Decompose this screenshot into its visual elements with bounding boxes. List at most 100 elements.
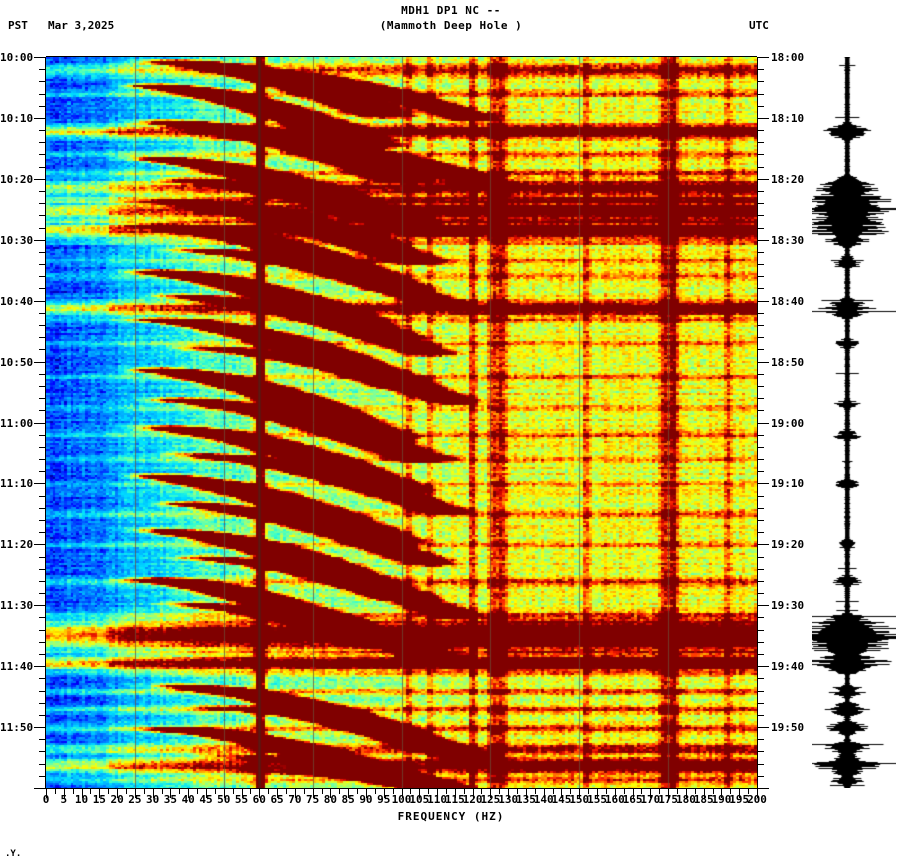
y-axis-minor-tick-right <box>757 520 764 521</box>
x-axis-major-tick <box>544 789 545 798</box>
left-timezone-label: PST <box>8 19 28 32</box>
x-axis-major-tick <box>419 789 420 798</box>
y-axis-minor-tick-right <box>757 386 764 387</box>
y-axis-minor-tick-left <box>39 154 46 155</box>
y-axis-label-utc-5: 18:50 <box>771 356 805 369</box>
x-axis-major-tick <box>313 789 314 798</box>
y-axis-major-tick-left <box>34 240 46 241</box>
y-axis-minor-tick-right <box>757 691 764 692</box>
x-axis-major-tick <box>508 789 509 798</box>
y-axis-minor-tick-left <box>39 410 46 411</box>
y-axis-minor-tick-left <box>39 764 46 765</box>
y-axis-label-pst-8: 11:20 <box>0 538 34 551</box>
y-axis-major-tick-left <box>34 727 46 728</box>
y-axis-major-tick-left <box>34 179 46 180</box>
y-axis-major-tick-right <box>757 544 769 545</box>
corner-artifact-mark: .Y. <box>5 849 22 859</box>
x-axis-major-tick <box>490 789 491 798</box>
y-axis-label-utc-0: 18:00 <box>771 51 805 64</box>
x-axis-label-65: 65 <box>270 793 284 806</box>
y-axis-minor-tick-right <box>757 69 764 70</box>
y-axis-minor-tick-right <box>757 764 764 765</box>
y-axis-label-utc-8: 19:20 <box>771 538 805 551</box>
x-axis-label-115: 115 <box>444 793 465 806</box>
y-axis-minor-tick-left <box>39 447 46 448</box>
y-axis-major-tick-left <box>34 362 46 363</box>
y-axis-minor-tick-left <box>39 349 46 350</box>
x-axis-title: FREQUENCY (HZ) <box>397 810 505 823</box>
y-axis-major-tick-right <box>757 788 769 789</box>
y-axis-minor-tick-right <box>757 106 764 107</box>
y-axis-minor-tick-left <box>39 398 46 399</box>
x-axis-minor-tick <box>215 789 216 794</box>
x-axis-label-35: 35 <box>163 793 178 806</box>
y-axis-minor-tick-right <box>757 447 764 448</box>
x-axis-major-tick <box>188 789 189 798</box>
x-axis-label-85: 85 <box>341 793 355 806</box>
y-axis-minor-tick-right <box>757 228 764 229</box>
y-axis-minor-tick-left <box>39 471 46 472</box>
y-axis-label-pst-1: 10:10 <box>0 112 34 125</box>
y-axis-label-utc-6: 19:00 <box>771 417 805 430</box>
x-axis-label-80: 80 <box>323 793 338 806</box>
y-axis-minor-tick-left <box>39 617 46 618</box>
x-axis-major-tick <box>633 789 634 798</box>
x-axis-label-155: 155 <box>587 793 607 806</box>
y-axis-major-tick-right <box>757 240 769 241</box>
y-axis-minor-tick-left <box>39 508 46 509</box>
y-axis-minor-tick-right <box>757 252 764 253</box>
x-axis-label-60: 60 <box>252 793 266 806</box>
y-axis-minor-tick-right <box>757 678 764 679</box>
x-axis-minor-tick <box>428 789 429 794</box>
y-axis-minor-tick-left <box>39 252 46 253</box>
y-axis-minor-tick-left <box>39 739 46 740</box>
y-axis-minor-tick-left <box>39 557 46 558</box>
x-axis-major-tick <box>99 789 100 798</box>
y-axis-major-tick-left <box>34 788 46 789</box>
plot-border-top <box>46 56 757 57</box>
spectrogram-canvas <box>46 57 757 788</box>
x-axis-major-tick <box>242 789 243 798</box>
y-axis-major-tick-left <box>34 544 46 545</box>
y-axis-minor-tick-right <box>757 215 764 216</box>
spectrogram-plot[interactable] <box>46 57 757 788</box>
x-axis-label-145: 145 <box>551 793 572 806</box>
x-axis-minor-tick <box>410 789 411 794</box>
x-axis-label-50: 50 <box>217 793 231 806</box>
y-axis-minor-tick-left <box>39 325 46 326</box>
y-axis-minor-tick-left <box>39 654 46 655</box>
x-axis-major-tick <box>348 789 349 798</box>
y-axis-minor-tick-right <box>757 557 764 558</box>
y-axis-label-pst-3: 10:30 <box>0 234 34 247</box>
x-axis-minor-tick <box>233 789 234 794</box>
y-axis-minor-tick-right <box>757 581 764 582</box>
y-axis-minor-tick-right <box>757 508 764 509</box>
x-axis-label-25: 25 <box>128 793 142 806</box>
y-axis-major-tick-right <box>757 483 769 484</box>
x-axis-label-130: 130 <box>498 793 519 806</box>
y-axis-minor-tick-right <box>757 154 764 155</box>
x-axis-label-160: 160 <box>604 793 625 806</box>
x-axis-major-tick <box>153 789 154 798</box>
x-axis-major-tick <box>739 789 740 798</box>
y-axis-minor-tick-right <box>757 617 764 618</box>
x-axis-minor-tick <box>588 789 589 794</box>
x-axis-major-tick <box>295 789 296 798</box>
x-axis-major-tick <box>259 789 260 798</box>
y-axis-label-utc-10: 19:40 <box>771 660 805 673</box>
right-timezone-label: UTC <box>749 19 769 32</box>
x-axis-minor-tick <box>144 789 145 794</box>
y-axis-minor-tick-left <box>39 532 46 533</box>
y-axis-label-utc-2: 18:20 <box>771 173 805 186</box>
y-axis-minor-tick-left <box>39 691 46 692</box>
y-axis-label-pst-0: 10:00 <box>0 51 34 64</box>
y-axis-label-pst-9: 11:30 <box>0 599 34 612</box>
seismogram-waveform-panel[interactable] <box>812 57 896 788</box>
y-axis-major-tick-left <box>34 605 46 606</box>
x-axis-minor-tick <box>481 789 482 794</box>
y-axis-major-tick-right <box>757 362 769 363</box>
x-axis-label-75: 75 <box>306 793 320 806</box>
y-axis-minor-tick-right <box>757 751 764 752</box>
x-axis-minor-tick <box>73 789 74 794</box>
x-axis-major-tick <box>46 789 47 798</box>
